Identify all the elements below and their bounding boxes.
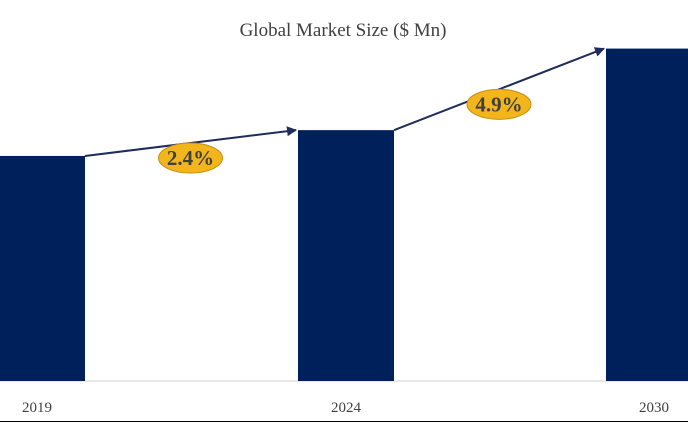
cagr-badge-2019-2024: [158, 142, 223, 174]
cagr-label-2024-2030: 4.9%: [475, 92, 522, 116]
x-tick-label-2030: 2030: [639, 400, 669, 416]
cagr-label-2019-2024: 2.4%: [167, 146, 214, 170]
bar-2024: [298, 130, 394, 381]
chart-title: Global Market Size ($ Mn): [240, 20, 447, 41]
cagr-badge-2024-2030: [466, 88, 532, 120]
bar-2030: [606, 48, 688, 382]
growth-arrow-group: 2.4% 4.9%: [84, 47, 605, 174]
bar-2019: [0, 155, 85, 381]
x-tick-label-group: 2019 2024 2030: [22, 400, 669, 416]
x-tick-label-2019: 2019: [22, 400, 52, 416]
bar-group: [0, 48, 688, 382]
x-tick-label-2024: 2024: [331, 400, 362, 416]
